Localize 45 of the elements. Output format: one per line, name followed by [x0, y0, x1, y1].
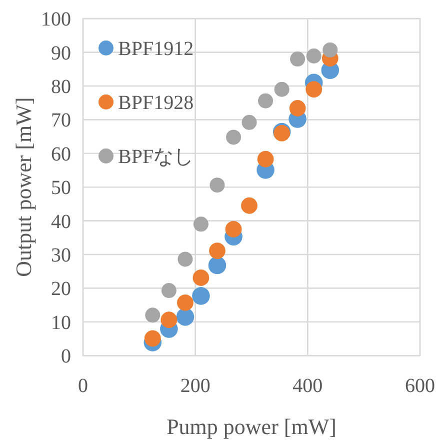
point [241, 197, 258, 214]
point [226, 130, 242, 145]
x-tick-label: 600 [405, 375, 435, 397]
y-tick-label: 50 [51, 177, 71, 200]
point [274, 82, 290, 97]
point [306, 48, 322, 64]
y-tick-label: 30 [51, 244, 71, 266]
y-tick-label: 10 [51, 312, 71, 334]
y-tick-label: 100 [41, 8, 71, 31]
point [192, 270, 210, 286]
y-tick-label: 80 [51, 76, 71, 98]
point [258, 93, 274, 108]
point [208, 256, 226, 274]
x-axis-title: Pump power [mW] [166, 414, 336, 439]
y-tick-label: 20 [51, 278, 71, 300]
y-tick-label: 0 [61, 346, 71, 368]
y-tick-label: 70 [51, 110, 71, 132]
legend-label: BPF1912 [118, 38, 194, 60]
point [160, 312, 178, 328]
legend-label: BPFなし [118, 146, 194, 168]
point [225, 221, 242, 238]
legend-label: BPF1928 [118, 92, 194, 114]
point [193, 216, 208, 232]
point [290, 52, 306, 67]
point [242, 114, 257, 130]
y-tick-label: 60 [51, 143, 71, 166]
point [192, 287, 210, 305]
point [161, 283, 176, 298]
point [209, 242, 226, 259]
point [322, 42, 338, 58]
point [257, 150, 274, 168]
x-tick-label: 0 [78, 375, 88, 397]
point [289, 100, 306, 116]
point [178, 252, 193, 267]
point [176, 308, 194, 326]
x-tick-label: 200 [180, 375, 210, 397]
point [144, 330, 161, 347]
y-tick-label: 40 [51, 210, 71, 233]
point [306, 81, 322, 98]
x-tick-label: 400 [292, 375, 323, 397]
point [210, 178, 225, 193]
y-axis-title: Output power [mW] [11, 97, 36, 277]
y-tick-label: 90 [51, 42, 71, 64]
point [145, 308, 160, 323]
point [177, 294, 194, 311]
